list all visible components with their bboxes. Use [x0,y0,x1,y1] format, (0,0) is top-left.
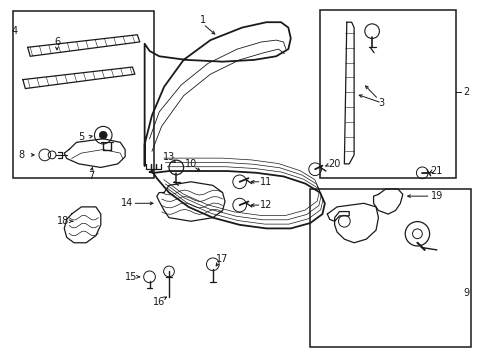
Text: 13: 13 [163,152,175,162]
Text: 5: 5 [78,132,84,142]
Text: 8: 8 [19,150,24,160]
Text: 11: 11 [260,177,272,187]
Text: 1: 1 [200,15,206,26]
Text: 19: 19 [430,191,442,201]
Text: 2: 2 [462,87,468,97]
Text: 15: 15 [125,272,138,282]
Text: 16: 16 [153,297,165,307]
Bar [13,12,154,178]
Text: 6: 6 [54,37,60,47]
Text: 4: 4 [12,26,18,36]
Text: 7: 7 [88,171,94,181]
Text: 9: 9 [462,288,468,298]
Text: 10: 10 [184,159,197,169]
Text: 3: 3 [378,98,384,108]
Text: 20: 20 [328,159,340,169]
Bar [309,189,470,347]
Text: 21: 21 [430,166,442,176]
Text: 14: 14 [120,198,132,208]
Bar [319,10,455,178]
Text: 12: 12 [260,200,272,210]
Circle shape [99,131,107,139]
Text: 17: 17 [216,254,228,264]
Text: 18: 18 [57,216,69,226]
